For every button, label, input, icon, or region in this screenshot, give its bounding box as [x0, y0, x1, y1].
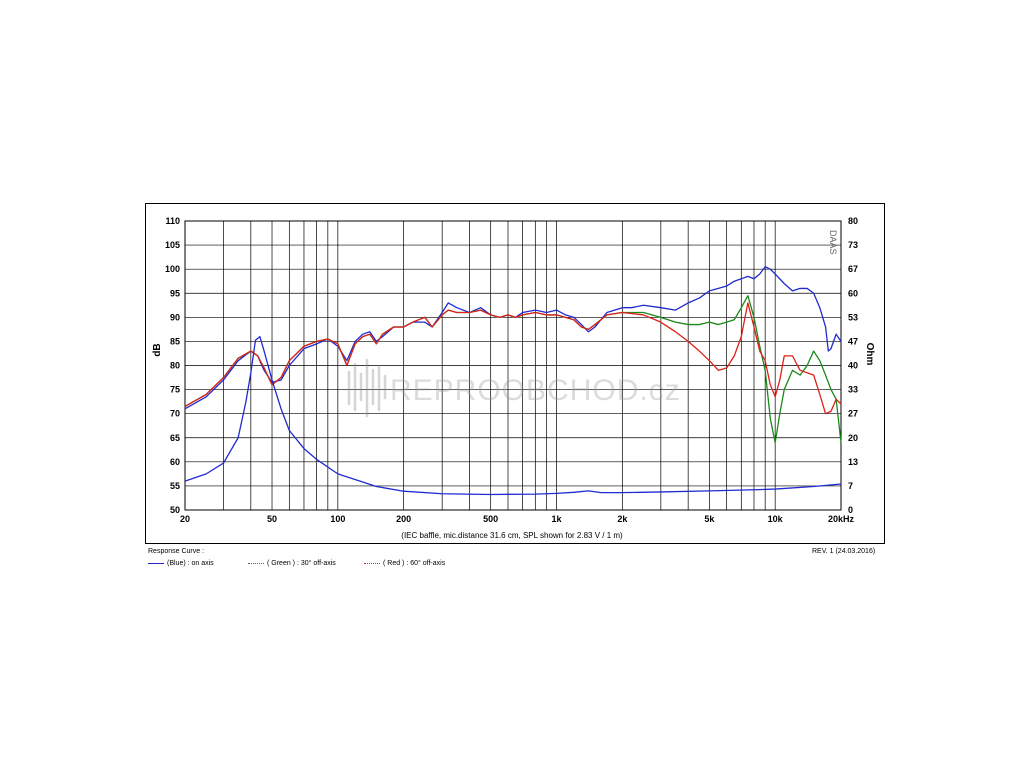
y-left-tick-label: 95 — [170, 288, 180, 298]
y-right-tick-label: 40 — [848, 361, 858, 371]
legend-swatch-red — [364, 562, 380, 564]
x-tick-label: 1k — [552, 514, 563, 524]
series-line-off-axis-30 — [184, 295, 842, 444]
x-tick-label: 20kHz — [828, 514, 855, 524]
series-line-impedance — [184, 335, 842, 496]
legend-label-blue: (Blue) : on axis — [167, 560, 214, 567]
revision-label: REV. 1 (24.03.2016) — [812, 548, 876, 555]
y-right-tick-label: 33 — [848, 385, 858, 395]
legend-swatch-green — [248, 562, 264, 564]
chart-frame: REPROOBCHOD.cz DAAS 20 50 100 200 500 1k 2k 5k 1… — [145, 203, 885, 544]
legend-label-red: ( Red ) : 60° off-axis — [383, 560, 446, 567]
watermark: REPROOBCHOD.cz — [347, 358, 681, 418]
y-left-tick-label: 60 — [170, 457, 180, 467]
y-left-tick-label: 90 — [170, 312, 180, 322]
y-right-tick-label: 13 — [848, 457, 858, 467]
y-left-tick-label: 105 — [165, 240, 180, 250]
y-right-tick-label: 47 — [848, 336, 858, 346]
x-tick-label: 10k — [768, 514, 784, 524]
y-right-tick-label: 67 — [848, 264, 858, 274]
legend-item-red: ( Red ) : 60° off-axis — [364, 559, 445, 568]
y-left-tick-label: 75 — [170, 385, 180, 395]
y-right-tick-label: 20 — [848, 433, 858, 443]
x-tick-label: 100 — [330, 514, 345, 524]
legend-swatch-blue — [148, 562, 164, 564]
x-tick-label: 2k — [617, 514, 628, 524]
y-right-tick-label: 60 — [848, 288, 858, 298]
axis-ticks: 20 50 100 200 500 1k 2k 5k 10k 20kHz1101051009590… — [165, 216, 858, 524]
y-right-tick-label: 27 — [848, 409, 858, 419]
y-left-tick-label: 100 — [165, 264, 180, 274]
legend-item-blue: (Blue) : on axis — [148, 559, 214, 568]
y-left-tick-label: 80 — [170, 361, 180, 371]
y-axis-label-left: dB — [152, 343, 163, 356]
x-tick-label: 5k — [704, 514, 715, 524]
y-right-tick-label: 73 — [848, 240, 858, 250]
y-right-tick-label: 0 — [848, 505, 853, 515]
chart-grid — [184, 220, 842, 511]
y-axis-label-right: Ohm — [864, 343, 875, 366]
legend-item-green: ( Green ) : 30° off-axis — [248, 559, 336, 568]
x-tick-label: 200 — [396, 514, 411, 524]
brand-mark: DAAS — [828, 230, 838, 255]
y-left-tick-label: 110 — [165, 216, 180, 226]
y-left-tick-label: 70 — [170, 409, 180, 419]
series-layer — [184, 266, 842, 496]
y-right-tick-label: 80 — [848, 216, 858, 226]
legend-title: Response Curve : — [148, 548, 205, 555]
x-axis-label: (IEC baffle, mic.distance 31.6 cm, SPL s… — [401, 531, 623, 540]
x-tick-label: 50 — [267, 514, 277, 524]
frequency-response-chart: REPROOBCHOD.cz DAAS 20 50 100 200 500 1k 2k 5k 1… — [152, 216, 875, 540]
plot-border — [184, 220, 842, 511]
y-left-tick-label: 65 — [170, 433, 180, 443]
y-left-tick-label: 85 — [170, 336, 180, 346]
x-tick-label: 500 — [483, 514, 498, 524]
y-left-tick-label: 55 — [170, 481, 180, 491]
y-right-tick-label: 53 — [848, 312, 858, 322]
series-line-off-axis-60 — [184, 302, 842, 415]
legend-label-green: ( Green ) : 30° off-axis — [267, 560, 336, 567]
x-tick-label: 20 — [180, 514, 190, 524]
watermark-logo-icon — [347, 358, 387, 418]
y-right-tick-label: 7 — [848, 481, 853, 491]
y-left-tick-label: 50 — [170, 505, 180, 515]
watermark-text: REPROOBCHOD.cz — [390, 374, 681, 407]
